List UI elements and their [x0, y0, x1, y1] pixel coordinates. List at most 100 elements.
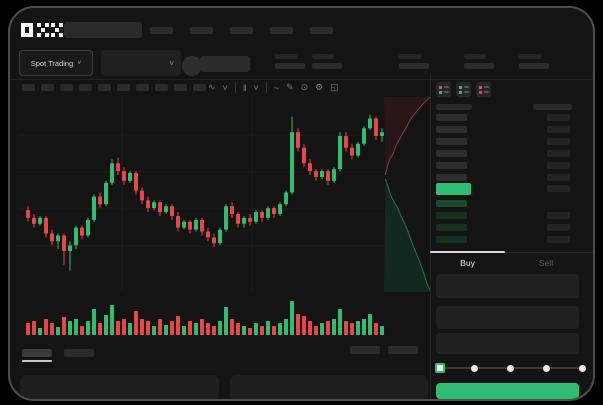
icon-row [478, 85, 489, 89]
bottom-tab[interactable] [64, 349, 94, 357]
bid-row-amount [547, 224, 570, 231]
buy-submit-button[interactable] [436, 383, 579, 399]
bottom-tabs-right [350, 346, 418, 354]
settings-icon[interactable]: ⚙ [315, 82, 324, 92]
market-type-dropdown[interactable]: Spot Trading ˅ [19, 50, 93, 76]
nav-item[interactable] [150, 27, 173, 34]
timeframe-button[interactable] [155, 84, 168, 91]
slider-stop-dot[interactable] [471, 365, 478, 372]
fullscreen-icon[interactable]: ◱ [330, 82, 339, 92]
timeframe-button[interactable] [193, 84, 206, 91]
slider-stop-dot[interactable] [507, 365, 514, 372]
app-window: Spot Trading ˅ ˅ ∿ ˅ ‖ ˅ ~ ✎ ⊙ ⚙ ◱ Buy Sell [8, 6, 595, 401]
tab-sell[interactable]: Sell [538, 258, 554, 268]
icon-row [478, 90, 489, 94]
ask-row-price[interactable] [436, 114, 467, 121]
bid-row-price[interactable] [436, 212, 467, 219]
search-input[interactable] [64, 22, 142, 38]
nav-item[interactable] [230, 27, 253, 34]
nav-item[interactable] [270, 27, 293, 34]
icon-line [443, 86, 449, 88]
timeframe-button[interactable] [174, 84, 187, 91]
ask-row-amount [547, 126, 570, 133]
ask-row-amount [547, 150, 570, 157]
pair-select-dropdown[interactable]: ˅ [101, 50, 181, 76]
depth-chart[interactable] [384, 97, 430, 292]
indicator-icon[interactable]: ∿ [208, 82, 216, 92]
orderbook-last-price[interactable] [436, 183, 471, 195]
icon-square [458, 85, 462, 89]
ticker-stat [312, 54, 342, 69]
timeframe-button[interactable] [60, 84, 73, 91]
bid-row-price[interactable] [436, 224, 467, 231]
line-tool-icon[interactable]: ~ [273, 82, 280, 93]
bottom-tab-right[interactable] [350, 346, 380, 354]
trade-input-3[interactable] [436, 333, 579, 354]
draw-tool-icon[interactable]: ✎ [286, 82, 294, 92]
orderbook-col-amount [533, 104, 572, 110]
last-price-placeholder [200, 56, 250, 72]
chevron-down-icon[interactable]: ˅ [253, 82, 259, 93]
bid-row-price[interactable] [436, 200, 467, 207]
orders-panel [20, 375, 219, 399]
icon-square [438, 85, 442, 89]
camera-icon[interactable]: ⊙ [300, 82, 309, 92]
toolbar-divider [265, 82, 267, 93]
ask-row-price[interactable] [436, 138, 467, 145]
ask-row-amount [547, 174, 570, 181]
icon-line [443, 91, 449, 93]
stat-label-placeholder [312, 54, 334, 59]
chevron-down-icon: ˅ [169, 58, 174, 68]
timeframe-button[interactable] [79, 84, 92, 91]
trade-input-1[interactable] [436, 274, 579, 298]
stat-label-placeholder [519, 54, 541, 59]
ask-row-price[interactable] [436, 174, 467, 181]
ask-row-amount [547, 114, 570, 121]
nav-item[interactable] [310, 27, 333, 34]
ask-row-price[interactable] [436, 126, 467, 133]
ask-row-amount [547, 138, 570, 145]
bottom-tab-right[interactable] [388, 346, 418, 354]
tab-buy[interactable]: Buy [460, 258, 475, 268]
bid-row-price[interactable] [436, 236, 467, 243]
ticker-stat [399, 54, 429, 69]
active-tab-underline [22, 360, 52, 362]
stat-label-placeholder [464, 54, 486, 59]
icon-square [458, 90, 462, 94]
timeframe-button[interactable] [41, 84, 54, 91]
bottom-tab[interactable] [22, 349, 52, 357]
slider-stop-dot[interactable] [543, 365, 550, 372]
book-asks-icon[interactable] [476, 82, 491, 97]
book-combined-icon[interactable] [436, 82, 451, 97]
book-bids-icon[interactable] [456, 82, 471, 97]
timeframe-button[interactable] [98, 84, 111, 91]
icon-row [458, 90, 469, 94]
panel-divider [430, 74, 431, 399]
bid-row-amount [547, 236, 570, 243]
icon-square [438, 90, 442, 94]
timeframe-button[interactable] [136, 84, 149, 91]
stat-value-placeholder [399, 63, 429, 69]
trade-input-2[interactable] [436, 306, 579, 329]
okx-logo[interactable] [20, 21, 64, 39]
header-divider [10, 79, 593, 80]
nav-item[interactable] [190, 27, 213, 34]
candlestick-chart[interactable] [18, 97, 384, 292]
timeframe-button[interactable] [22, 84, 35, 91]
stat-label-placeholder [399, 54, 421, 59]
chevron-down-icon[interactable]: ˅ [222, 82, 228, 93]
volume-chart[interactable] [18, 300, 384, 335]
ask-row-price[interactable] [436, 150, 467, 157]
timeframe-toolbar [22, 84, 206, 91]
ask-row-price[interactable] [436, 162, 467, 169]
slider-stop-dot[interactable] [579, 365, 586, 372]
timeframe-button[interactable] [117, 84, 130, 91]
history-panel [230, 375, 428, 399]
trade-tabs-divider [430, 252, 593, 253]
amount-slider-handle[interactable] [435, 363, 445, 373]
chart-style-icon[interactable]: ‖ [242, 82, 247, 93]
stat-value-placeholder [464, 63, 494, 69]
bid-row-amount [547, 212, 570, 219]
ticker-stat [275, 54, 305, 69]
ask-row-amount [547, 162, 570, 169]
